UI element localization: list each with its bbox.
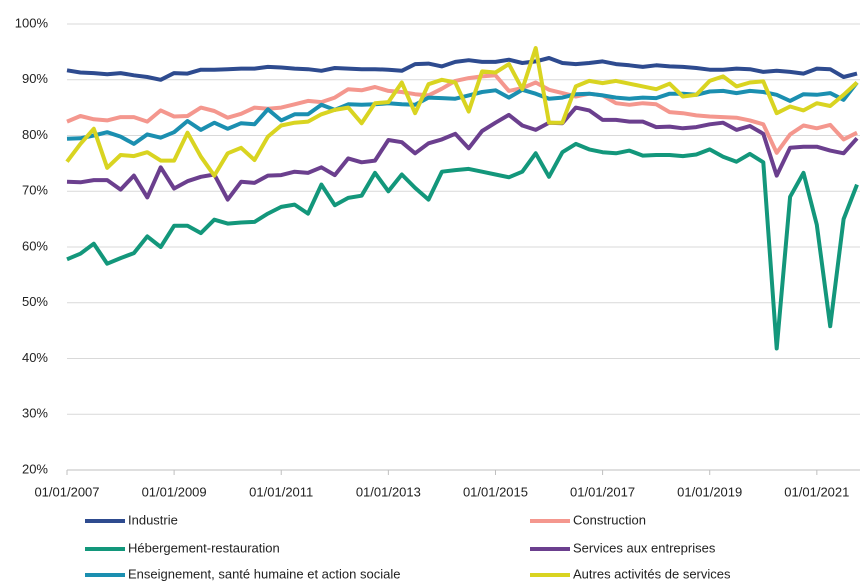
- y-tick-label: 40%: [22, 350, 48, 365]
- x-tick-label: 01/01/2015: [463, 484, 528, 499]
- y-tick-label: 50%: [22, 294, 48, 309]
- x-tick-label: 01/01/2019: [677, 484, 742, 499]
- x-tick-label: 01/01/2007: [34, 484, 99, 499]
- legend-label: Hébergement-restauration: [128, 540, 280, 555]
- series-line: [66, 73, 858, 155]
- x-tick-label: 01/01/2021: [784, 484, 849, 499]
- y-tick-label: 70%: [22, 183, 48, 198]
- y-tick-label: 90%: [22, 71, 48, 86]
- x-tick-label: 01/01/2017: [570, 484, 635, 499]
- y-tick-label: 20%: [22, 461, 48, 476]
- legend-label: Industrie: [128, 512, 178, 527]
- legend-label: Construction: [573, 512, 646, 527]
- series-line: [66, 141, 859, 351]
- x-tick-label: 01/01/2009: [142, 484, 207, 499]
- legend-label: Services aux entreprises: [573, 540, 716, 555]
- legend-label: Autres activités de services: [573, 566, 731, 581]
- y-tick-label: 60%: [22, 238, 48, 253]
- y-tick-label: 100%: [15, 15, 49, 30]
- series-line: [66, 56, 858, 82]
- y-tick-label: 80%: [22, 127, 48, 142]
- series-line: [65, 46, 859, 178]
- series-line: [66, 105, 859, 202]
- y-tick-label: 30%: [22, 406, 48, 421]
- x-tick-label: 01/01/2013: [356, 484, 421, 499]
- x-tick-label: 01/01/2011: [249, 484, 313, 499]
- legend-label: Enseignement, santé humaine et action so…: [128, 566, 400, 581]
